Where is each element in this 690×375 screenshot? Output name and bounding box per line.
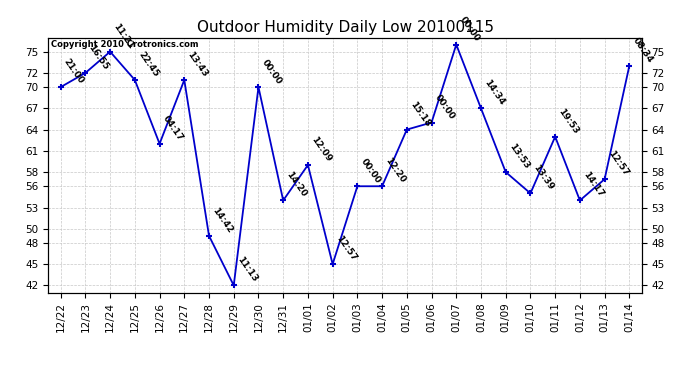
- Text: 08:34: 08:34: [631, 36, 655, 64]
- Text: 00:00: 00:00: [359, 157, 382, 185]
- Text: 14:17: 14:17: [581, 170, 605, 199]
- Text: 22:45: 22:45: [136, 50, 160, 79]
- Text: 15:18: 15:18: [408, 100, 432, 128]
- Text: 12:20: 12:20: [384, 156, 407, 185]
- Text: 14:34: 14:34: [482, 78, 506, 107]
- Text: 04:17: 04:17: [161, 114, 185, 142]
- Text: 13:39: 13:39: [532, 163, 555, 192]
- Text: 16:55: 16:55: [87, 43, 110, 72]
- Text: 12:57: 12:57: [606, 149, 630, 178]
- Text: 00:00: 00:00: [457, 15, 481, 43]
- Text: 14:20: 14:20: [284, 170, 308, 199]
- Text: 21:00: 21:00: [62, 57, 86, 86]
- Title: Outdoor Humidity Daily Low 20100115: Outdoor Humidity Daily Low 20100115: [197, 20, 493, 35]
- Text: 00:00: 00:00: [433, 93, 456, 121]
- Text: 13:53: 13:53: [507, 142, 531, 171]
- Text: 12:57: 12:57: [334, 234, 358, 263]
- Text: 13:43: 13:43: [186, 50, 210, 79]
- Text: 11:21: 11:21: [112, 22, 135, 50]
- Text: 19:53: 19:53: [557, 106, 580, 135]
- Text: 11:13: 11:13: [235, 255, 259, 284]
- Text: 12:09: 12:09: [309, 135, 333, 164]
- Text: Copyright 2010 Crotronics.com: Copyright 2010 Crotronics.com: [51, 40, 199, 49]
- Text: 00:00: 00:00: [260, 57, 284, 86]
- Text: 14:42: 14:42: [210, 206, 235, 234]
